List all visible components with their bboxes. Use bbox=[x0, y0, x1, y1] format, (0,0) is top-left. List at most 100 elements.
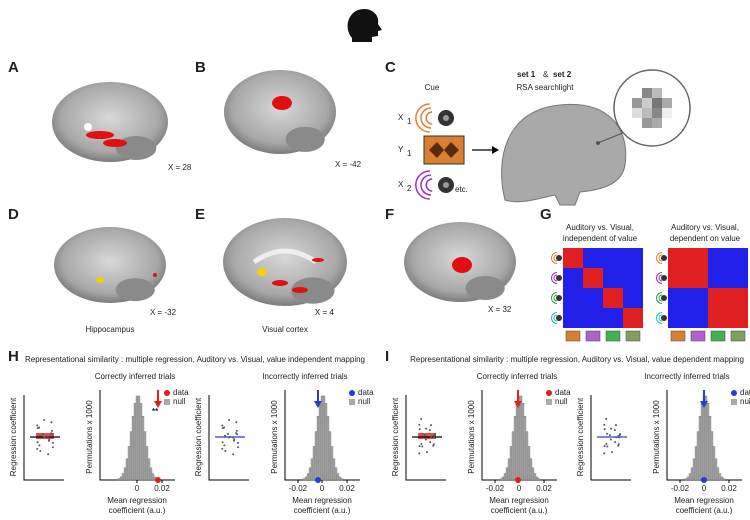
hist-bar bbox=[147, 458, 151, 481]
hist-bar bbox=[133, 403, 137, 481]
stim-icon bbox=[565, 330, 581, 342]
voxel bbox=[652, 118, 662, 128]
cue-icon bbox=[556, 315, 562, 321]
hist-bar bbox=[117, 478, 121, 481]
scatter-dot bbox=[418, 423, 421, 426]
cue-icon-wave bbox=[658, 314, 663, 322]
hist-bar bbox=[505, 467, 509, 481]
voxel bbox=[642, 108, 652, 118]
sound-wave bbox=[425, 178, 433, 192]
scatter-axis bbox=[23, 395, 64, 481]
activation bbox=[292, 287, 308, 293]
stim-icon bbox=[670, 330, 686, 342]
scatter-dot bbox=[221, 447, 224, 450]
scatter-dot bbox=[38, 444, 41, 447]
cue-icon bbox=[556, 255, 562, 261]
scatter-dot bbox=[603, 445, 606, 448]
hist-bar bbox=[708, 416, 712, 481]
legend-dot bbox=[349, 390, 355, 396]
hist-bar bbox=[332, 458, 336, 481]
scatter-dot bbox=[614, 441, 617, 444]
scatter-dot bbox=[605, 418, 608, 421]
voxel bbox=[642, 98, 652, 108]
voxel bbox=[652, 88, 662, 98]
variable-sub: 1 bbox=[407, 149, 412, 158]
hist-bar bbox=[127, 446, 131, 481]
scatter-dot bbox=[430, 436, 433, 439]
hist-bar bbox=[304, 476, 308, 481]
hist-bar bbox=[338, 476, 342, 481]
panel-letter: E bbox=[195, 206, 205, 223]
sound-wave bbox=[415, 103, 430, 133]
scatter-dot bbox=[618, 436, 621, 439]
scatter-dot bbox=[426, 451, 428, 454]
activation bbox=[96, 277, 104, 283]
scatter-dot bbox=[43, 418, 46, 421]
variable-sub: 2 bbox=[407, 184, 412, 193]
scatter-dot bbox=[613, 429, 616, 432]
set-label: set 1 bbox=[517, 70, 536, 79]
scatter-dot bbox=[221, 427, 224, 430]
scatter-dot bbox=[231, 436, 234, 439]
axis-title: Permutations x 1000 bbox=[270, 400, 279, 474]
data-dot bbox=[315, 477, 321, 483]
hist-bar bbox=[125, 458, 129, 481]
scatter-axis bbox=[405, 395, 446, 481]
region-label: Visual cortex bbox=[262, 325, 308, 334]
sound-wave bbox=[415, 170, 430, 200]
scatter-dot bbox=[36, 424, 39, 427]
scatter-dot bbox=[603, 452, 606, 455]
stim-icon bbox=[710, 330, 726, 342]
speaker-cone bbox=[443, 182, 449, 188]
scatter-dot bbox=[606, 445, 609, 448]
variable: Y bbox=[398, 145, 404, 154]
scatter-dot bbox=[39, 434, 42, 437]
scatter-dot bbox=[39, 449, 42, 452]
axis-title: Permutations x 1000 bbox=[467, 400, 476, 474]
axis-title: Regression coefficient bbox=[194, 397, 203, 476]
hist-bar bbox=[515, 403, 519, 481]
scatter-dot bbox=[224, 449, 227, 452]
speaker-cone bbox=[443, 115, 449, 121]
x-tick-label: 0 bbox=[517, 484, 522, 493]
scatter-dot bbox=[606, 432, 609, 435]
hist-bar bbox=[334, 467, 338, 481]
cue-icon-wave bbox=[551, 292, 558, 304]
scatter-dot bbox=[233, 438, 236, 441]
hist-bar bbox=[700, 403, 704, 481]
scatter-dot bbox=[421, 445, 424, 448]
matrix-title: independent of value bbox=[563, 234, 638, 243]
hist-bar bbox=[320, 395, 324, 481]
hist-bar bbox=[702, 395, 706, 481]
cue-label: Cue bbox=[425, 83, 440, 92]
sound-wave bbox=[420, 107, 432, 129]
scatter-dot bbox=[221, 441, 224, 444]
activation bbox=[86, 131, 114, 139]
hist-bar bbox=[312, 446, 316, 481]
group-title: Correctly inferred trials bbox=[95, 372, 175, 381]
slice-coord: X = -32 bbox=[150, 308, 177, 317]
scatter-dot bbox=[223, 444, 226, 447]
cue-icon-wave bbox=[656, 252, 663, 264]
panel-letter: H bbox=[8, 348, 19, 365]
panel-letter: A bbox=[8, 59, 19, 76]
scatter-dot bbox=[221, 424, 224, 427]
cue-icon-wave bbox=[553, 254, 558, 262]
hist-bar bbox=[135, 395, 139, 481]
scatter-dot bbox=[236, 446, 239, 449]
group-title: Correctly inferred trials bbox=[477, 372, 557, 381]
axis-title: coefficient (a.u.) bbox=[294, 506, 351, 515]
hist-bar bbox=[527, 446, 531, 481]
axis-title: coefficient (a.u.) bbox=[676, 506, 733, 515]
hist-bar bbox=[722, 478, 726, 481]
scatter-dot bbox=[42, 436, 45, 439]
matrix-title: dependent on value bbox=[670, 234, 741, 243]
matrix-cell bbox=[623, 308, 643, 328]
hist-bar bbox=[143, 431, 147, 481]
cerebellum bbox=[465, 276, 505, 300]
group-title: Incorrectly inferred trials bbox=[644, 372, 729, 381]
panel-letter: F bbox=[385, 206, 394, 223]
legend-dot bbox=[731, 390, 737, 396]
scatter-dot bbox=[36, 441, 39, 444]
hist-bar bbox=[525, 431, 529, 481]
